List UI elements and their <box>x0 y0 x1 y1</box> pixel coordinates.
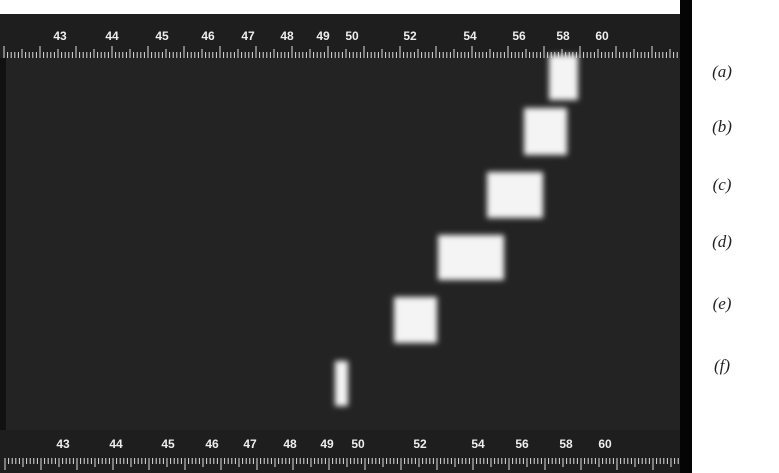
scale-label: 56 <box>512 29 526 43</box>
panel-label: (e) <box>713 294 732 313</box>
exposure <box>394 297 437 343</box>
scale-label: 54 <box>463 29 477 43</box>
scale-label: 48 <box>280 29 294 43</box>
top-margin <box>0 0 680 14</box>
exposure <box>335 361 348 406</box>
exposure <box>549 55 578 100</box>
scale-label: 60 <box>595 29 609 43</box>
scale-label: 58 <box>556 29 570 43</box>
top-scale-band <box>0 14 680 58</box>
scale-label: 52 <box>413 437 427 451</box>
panel-label: (f) <box>714 356 730 375</box>
scale-label: 52 <box>403 29 417 43</box>
scale-label: 50 <box>351 437 365 451</box>
exposure <box>438 235 504 280</box>
scale-label: 47 <box>241 29 255 43</box>
scale-label: 49 <box>316 29 330 43</box>
scale-label: 46 <box>201 29 215 43</box>
scale-label: 60 <box>598 437 612 451</box>
scale-label: 44 <box>105 29 119 43</box>
scale-label: 47 <box>243 437 257 451</box>
scale-label: 44 <box>109 437 123 451</box>
scale-label: 50 <box>345 29 359 43</box>
scale-label: 45 <box>155 29 169 43</box>
exposure <box>524 108 567 155</box>
exposure <box>487 172 543 218</box>
panel-label: (a) <box>712 62 732 81</box>
scale-label: 43 <box>56 437 70 451</box>
scale-label: 48 <box>283 437 297 451</box>
scale-label: 45 <box>161 437 175 451</box>
scale-label: 43 <box>53 29 67 43</box>
figure: 43 44 45 46 47 48 49 50 52 54 56 58 60 43 44 45 46 47 48 49… <box>0 0 779 473</box>
panel-label: (c) <box>713 175 732 194</box>
scale-label: 49 <box>320 437 334 451</box>
right-border <box>680 0 692 473</box>
scale-label: 54 <box>471 437 485 451</box>
bottom-scale-band <box>0 430 680 473</box>
scale-label: 56 <box>515 437 529 451</box>
scale-label: 58 <box>559 437 573 451</box>
scale-label: 46 <box>205 437 219 451</box>
panel-label: (d) <box>712 232 732 251</box>
panel-label: (b) <box>712 117 732 136</box>
